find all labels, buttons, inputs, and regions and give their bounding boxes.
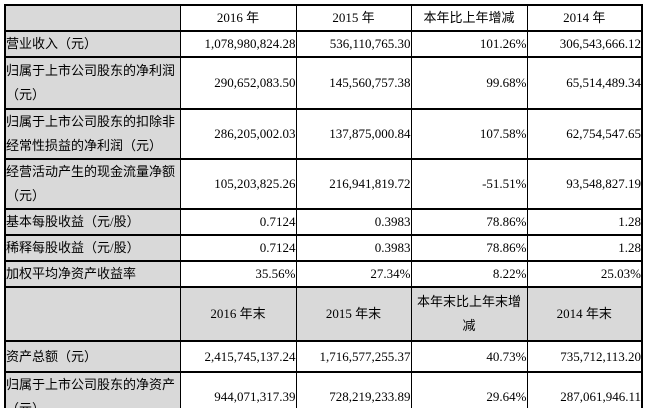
row-label: 归属于上市公司股东的净资产（元） (5, 372, 181, 408)
cell-2014: 735,712,113.20 (527, 341, 643, 373)
cell-change: 29.64% (411, 372, 528, 408)
cell-2016: 0.7124 (180, 209, 297, 236)
cell-2015: 0.3983 (296, 209, 412, 236)
row-label: 加权平均净资产收益率 (5, 261, 181, 288)
cell-change: 107.58% (411, 109, 528, 160)
table-row-diluted-eps: 稀释每股收益（元/股） 0.7124 0.3983 78.86% 1.28 (5, 235, 643, 262)
cell-2014: 1.28 (527, 209, 643, 236)
table-row-total-assets: 资产总额（元） 2,415,745,137.24 1,716,577,255.3… (5, 341, 643, 373)
cell-change: 8.22% (411, 261, 528, 288)
cell-2014: 25.03% (527, 261, 643, 288)
cell-2014: 287,061,946.11 (527, 372, 643, 408)
row-label: 营业收入（元） (5, 31, 181, 58)
table-row-basic-eps: 基本每股收益（元/股） 0.7124 0.3983 78.86% 1.28 (5, 209, 643, 236)
cell-2015: 536,110,765.30 (296, 31, 412, 58)
row-label: 归属于上市公司股东的扣除非经常性损益的净利润（元） (5, 109, 181, 160)
cell-2015: 1,716,577,255.37 (296, 341, 412, 373)
row-label: 经营活动产生的现金流量净额（元） (5, 159, 181, 210)
cell-2015: 145,560,757.38 (296, 57, 412, 110)
cell-2015: 27.34% (296, 261, 412, 288)
cell-2016: 0.7124 (180, 235, 297, 262)
cell-2014: 1.28 (527, 235, 643, 262)
cell-2016: 944,071,317.39 (180, 372, 297, 408)
cell-2015: 216,941,819.72 (296, 159, 412, 210)
cell-change: 78.86% (411, 209, 528, 236)
col-header-2016: 2016 年 (180, 5, 297, 32)
period-header-row: 2016 年 2015 年 本年比上年增减 2014 年 (5, 5, 643, 32)
cell-change: 101.26% (411, 31, 528, 58)
cell-2014: 93,548,827.19 (527, 159, 643, 210)
cell-2015: 137,875,000.84 (296, 109, 412, 160)
cell-2016: 105,203,825.26 (180, 159, 297, 210)
cell-2014: 306,543,666.12 (527, 31, 643, 58)
col-header-yoy-change: 本年比上年增减 (411, 5, 528, 32)
col-header-2014-end: 2014 年末 (527, 287, 643, 342)
row-label: 基本每股收益（元/股） (5, 209, 181, 236)
cell-2015: 0.3983 (296, 235, 412, 262)
table-row-net-assets: 归属于上市公司股东的净资产（元） 944,071,317.39 728,219,… (5, 372, 643, 408)
row-label: 归属于上市公司股东的净利润（元） (5, 57, 181, 110)
cell-change: 40.73% (411, 341, 528, 373)
period-end-header-row: 2016 年末 2015 年末 本年末比上年末增减 2014 年末 (5, 287, 643, 342)
cell-2016: 2,415,745,137.24 (180, 341, 297, 373)
cell-change: 99.68% (411, 57, 528, 110)
row-label: 稀释每股收益（元/股） (5, 235, 181, 262)
financial-summary-table: 2016 年 2015 年 本年比上年增减 2014 年 营业收入（元） 1,0… (4, 4, 643, 408)
cell-2016: 290,652,083.50 (180, 57, 297, 110)
col-header-2016-end: 2016 年末 (180, 287, 297, 342)
table-row-net-profit-excl-nonrecurring: 归属于上市公司股东的扣除非经常性损益的净利润（元） 286,205,002.03… (5, 109, 643, 160)
table-row-operating-cash-flow: 经营活动产生的现金流量净额（元） 105,203,825.26 216,941,… (5, 159, 643, 210)
cell-2016: 35.56% (180, 261, 297, 288)
table-row-weighted-avg-roe: 加权平均净资产收益率 35.56% 27.34% 8.22% 25.03% (5, 261, 643, 288)
table-row-net-profit: 归属于上市公司股东的净利润（元） 290,652,083.50 145,560,… (5, 57, 643, 110)
col-header-2015-end: 2015 年末 (296, 287, 412, 342)
cell-change: 78.86% (411, 235, 528, 262)
col-header-2015: 2015 年 (296, 5, 412, 32)
table-row-revenue: 营业收入（元） 1,078,980,824.28 536,110,765.30 … (5, 31, 643, 58)
cell-2016: 286,205,002.03 (180, 109, 297, 160)
corner-cell (5, 5, 181, 32)
cell-2014: 65,514,489.34 (527, 57, 643, 110)
cell-2016: 1,078,980,824.28 (180, 31, 297, 58)
corner-cell (5, 287, 181, 342)
cell-change: -51.51% (411, 159, 528, 210)
cell-2015: 728,219,233.89 (296, 372, 412, 408)
col-header-end-change: 本年末比上年末增减 (411, 287, 528, 342)
col-header-2014: 2014 年 (527, 5, 643, 32)
cell-2014: 62,754,547.65 (527, 109, 643, 160)
row-label: 资产总额（元） (5, 341, 181, 373)
